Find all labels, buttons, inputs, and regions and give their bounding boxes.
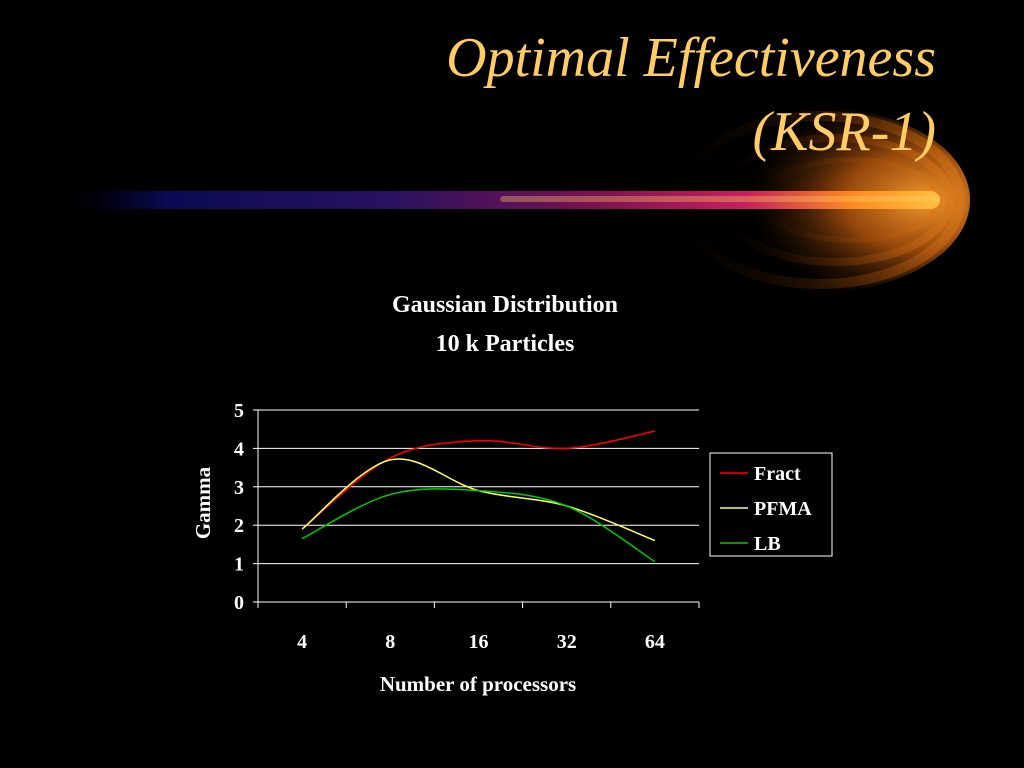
chart-title: Gaussian Distribution [391, 292, 619, 318]
legend-label: Fract [754, 463, 801, 485]
y-tick-label: 5 [234, 400, 244, 422]
y-axis-label: Gamma [191, 466, 215, 539]
y-tick-label: 3 [234, 477, 244, 499]
legend-box [709, 452, 833, 557]
series-line-pfma [301, 458, 656, 542]
series-line-lb [301, 488, 656, 563]
y-tick-label: 1 [234, 554, 244, 576]
legend-label: LB [754, 533, 781, 555]
x-axis-label: Number of processors [380, 672, 576, 696]
x-tick-label: 4 [297, 631, 307, 653]
series-line-fract [301, 430, 656, 530]
x-tick-label: 32 [557, 631, 577, 653]
y-tick-label: 0 [234, 592, 244, 614]
slide-title-line-1: Optimal Effectiveness [446, 27, 936, 89]
y-tick-label: 4 [234, 438, 244, 460]
x-tick-label: 8 [385, 631, 395, 653]
slide-title-line-2: (KSR-1) [752, 101, 936, 163]
chart-subtitle: 10 k Particles [435, 331, 575, 357]
x-tick-label: 64 [645, 631, 665, 653]
legend-label: PFMA [754, 498, 812, 520]
x-tick-label: 16 [469, 631, 489, 653]
y-tick-label: 2 [234, 515, 244, 537]
